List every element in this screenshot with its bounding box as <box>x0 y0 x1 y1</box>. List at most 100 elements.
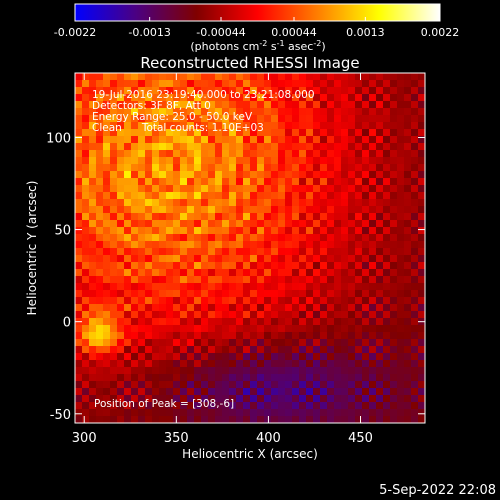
heatmap-cell <box>187 283 195 291</box>
heatmap-cell <box>292 388 300 396</box>
heatmap-cell <box>313 80 321 88</box>
heatmap-cell <box>236 122 244 130</box>
heatmap-cell <box>313 381 321 389</box>
heatmap-cell <box>355 416 363 423</box>
heatmap-cell <box>411 325 419 333</box>
heatmap-cell <box>299 206 307 214</box>
heatmap-cell <box>187 395 195 403</box>
heatmap-cell <box>390 325 398 333</box>
heatmap-cell <box>145 108 153 116</box>
heatmap-cell <box>264 276 272 284</box>
heatmap-cell <box>194 311 202 319</box>
heatmap-cell <box>166 73 174 81</box>
heatmap-cell <box>264 227 272 235</box>
heatmap-cell <box>117 143 125 151</box>
heatmap-cell <box>306 122 314 130</box>
heatmap-cell <box>222 388 230 396</box>
heatmap-cell <box>187 367 195 375</box>
heatmap-cell <box>201 332 209 340</box>
heatmap-cell <box>383 129 391 137</box>
heatmap-cell <box>152 94 160 102</box>
heatmap-cell <box>75 367 83 375</box>
heatmap-cell <box>320 381 328 389</box>
heatmap-cell <box>96 234 104 242</box>
heatmap-cell <box>117 318 125 326</box>
heatmap-cell <box>110 171 118 179</box>
heatmap-cell <box>208 311 216 319</box>
heatmap-cell <box>271 143 279 151</box>
heatmap-cell <box>257 80 265 88</box>
heatmap-cell <box>180 325 188 333</box>
heatmap-cell <box>362 402 370 410</box>
heatmap-cell <box>159 311 167 319</box>
heatmap-cell <box>166 108 174 116</box>
heatmap-cell <box>369 360 377 368</box>
heatmap-cell <box>271 73 279 81</box>
heatmap-cell <box>397 87 405 95</box>
heatmap-cell <box>341 164 349 172</box>
heatmap-cell <box>369 318 377 326</box>
heatmap-cell <box>82 332 90 340</box>
heatmap-cell <box>75 115 83 123</box>
heatmap-cell <box>383 360 391 368</box>
heatmap-cell <box>201 402 209 410</box>
heatmap-cell <box>166 234 174 242</box>
heatmap-cell <box>103 80 111 88</box>
heatmap-cell <box>117 227 125 235</box>
heatmap-cell <box>264 409 272 417</box>
heatmap-cell <box>166 171 174 179</box>
heatmap-cell <box>376 192 384 200</box>
heatmap-cell <box>103 339 111 347</box>
heatmap-cell <box>404 94 412 102</box>
heatmap-cell <box>173 325 181 333</box>
heatmap-cell <box>229 178 237 186</box>
heatmap-cell <box>285 164 293 172</box>
heatmap-cell <box>201 388 209 396</box>
heatmap-cell <box>348 213 356 221</box>
heatmap-cell <box>110 234 118 242</box>
heatmap-cell <box>159 332 167 340</box>
heatmap-cell <box>187 108 195 116</box>
heatmap-cell <box>75 353 83 361</box>
heatmap-cell <box>334 304 342 312</box>
heatmap-cell <box>313 374 321 382</box>
heatmap-cell <box>285 115 293 123</box>
heatmap-cell <box>369 332 377 340</box>
heatmap-cell <box>124 367 132 375</box>
heatmap-cell <box>341 290 349 298</box>
heatmap-cell <box>82 402 90 410</box>
heatmap-cell <box>285 297 293 305</box>
heatmap-cell <box>313 143 321 151</box>
heatmap-cell <box>313 318 321 326</box>
heatmap-cell <box>222 171 230 179</box>
heatmap-cell <box>334 374 342 382</box>
heatmap-cell <box>299 241 307 249</box>
heatmap-cell <box>166 262 174 270</box>
heatmap-cell <box>96 101 104 109</box>
heatmap-cell <box>327 269 335 277</box>
heatmap-cell <box>110 416 118 423</box>
heatmap-cell <box>257 206 265 214</box>
heatmap-cell <box>390 150 398 158</box>
heatmap-cell <box>390 388 398 396</box>
heatmap-cell <box>96 262 104 270</box>
heatmap-cell <box>173 269 181 277</box>
heatmap-cell <box>110 241 118 249</box>
heatmap-cell <box>236 199 244 207</box>
heatmap-cell <box>201 178 209 186</box>
heatmap-cell <box>250 80 258 88</box>
heatmap-cell <box>96 80 104 88</box>
heatmap-cell <box>229 395 237 403</box>
heatmap-cell <box>411 192 419 200</box>
heatmap-cell <box>397 143 405 151</box>
heatmap-cell <box>110 381 118 389</box>
heatmap-cell <box>250 269 258 277</box>
heatmap-cell <box>348 94 356 102</box>
heatmap-cell <box>292 283 300 291</box>
heatmap-cell <box>201 206 209 214</box>
heatmap-cell <box>117 262 125 270</box>
heatmap-cell <box>187 290 195 298</box>
heatmap-cell <box>320 353 328 361</box>
heatmap-cell <box>229 73 237 81</box>
heatmap-cell <box>89 409 97 417</box>
